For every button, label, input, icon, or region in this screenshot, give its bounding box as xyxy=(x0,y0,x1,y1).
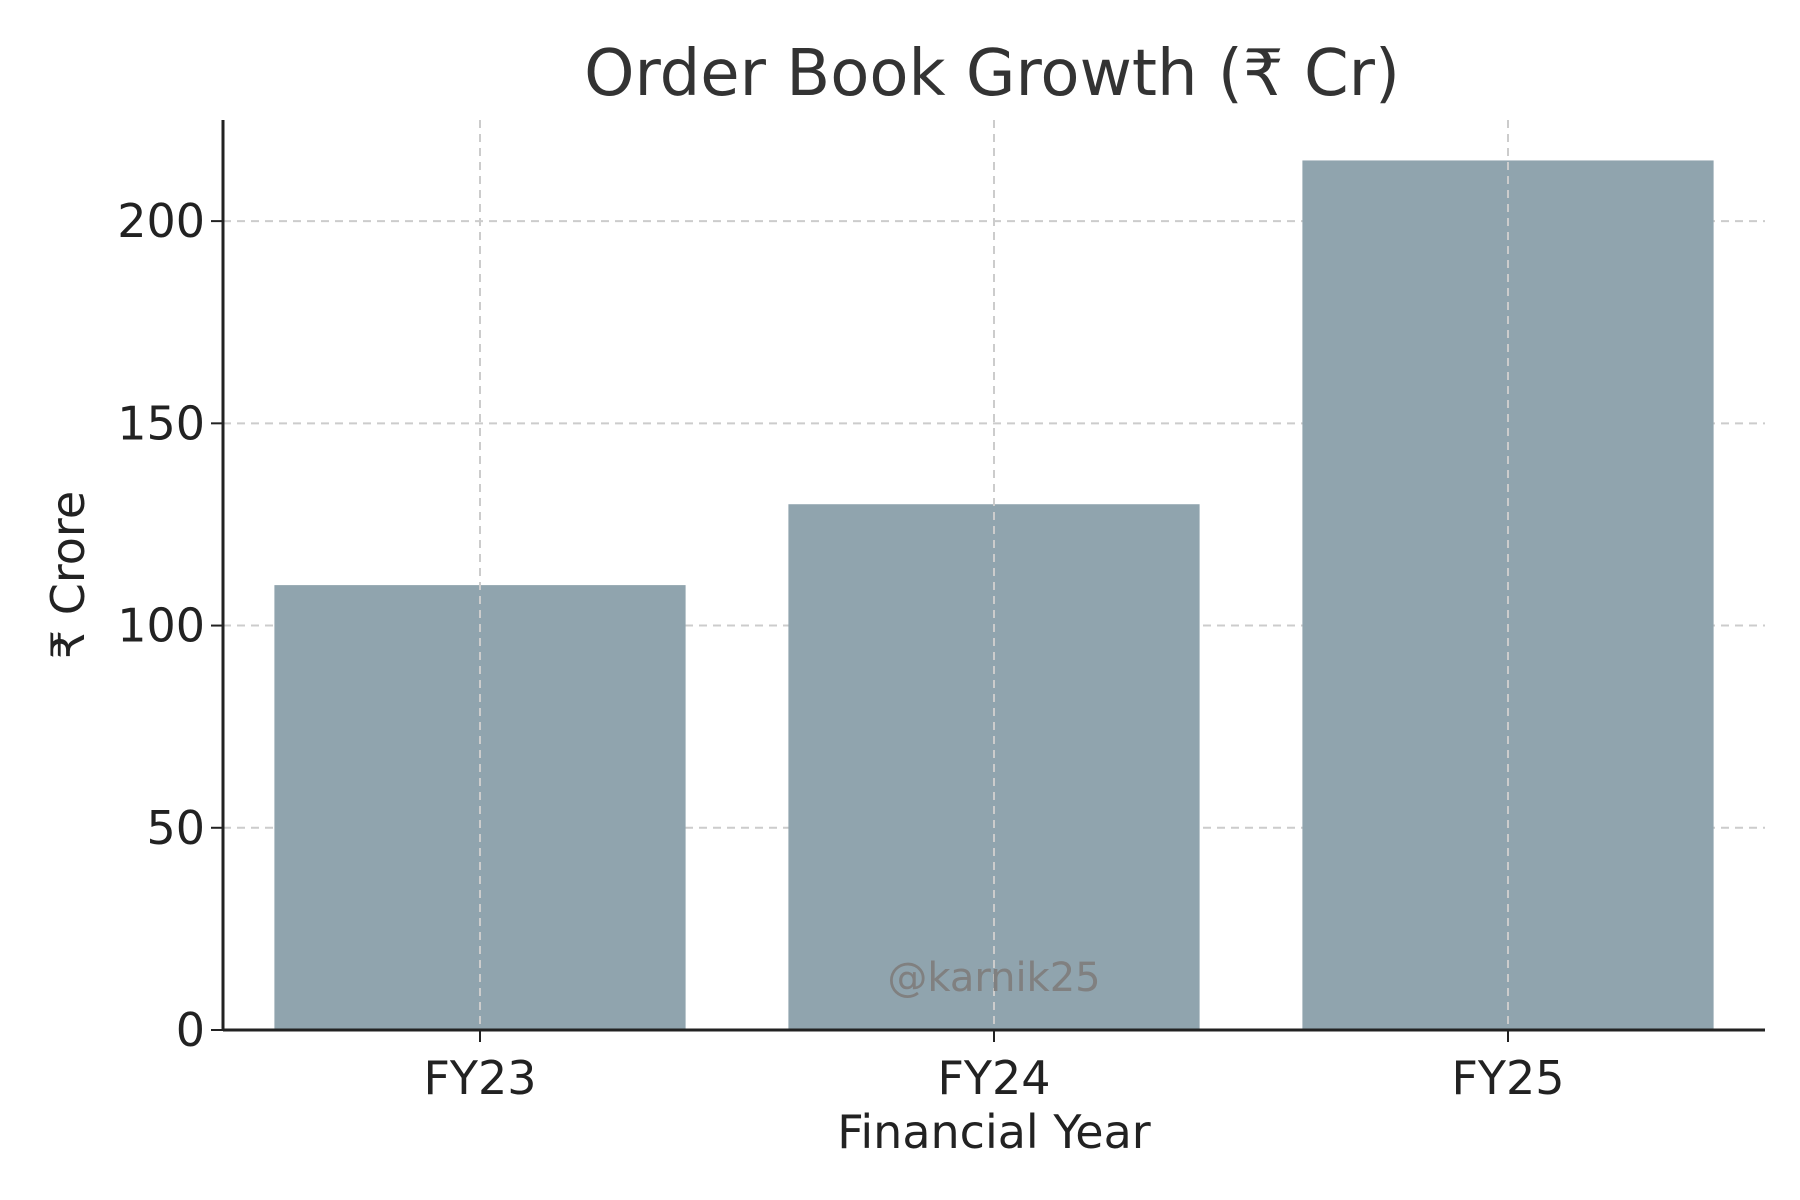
bars xyxy=(274,120,1714,1030)
x-axis-label: Financial Year xyxy=(837,1105,1151,1159)
ticks: 0 50 100 150 200 FY23 FY24 FY25 xyxy=(117,194,1564,1105)
y-tick-label: 50 xyxy=(146,801,205,855)
y-tick-label: 200 xyxy=(117,194,205,248)
y-tick-label: 100 xyxy=(117,599,205,653)
y-axis-label: ₹ Crore xyxy=(41,491,95,659)
watermark-text: @karnik25 xyxy=(887,955,1100,1001)
x-tick-label: FY24 xyxy=(937,1051,1050,1105)
x-tick-label: FY25 xyxy=(1451,1051,1564,1105)
chart-title: Order Book Growth (₹ Cr) xyxy=(584,37,1400,111)
y-tick-label: 150 xyxy=(117,396,205,450)
x-tick-label: FY23 xyxy=(423,1051,536,1105)
y-tick-label: 0 xyxy=(176,1003,205,1057)
